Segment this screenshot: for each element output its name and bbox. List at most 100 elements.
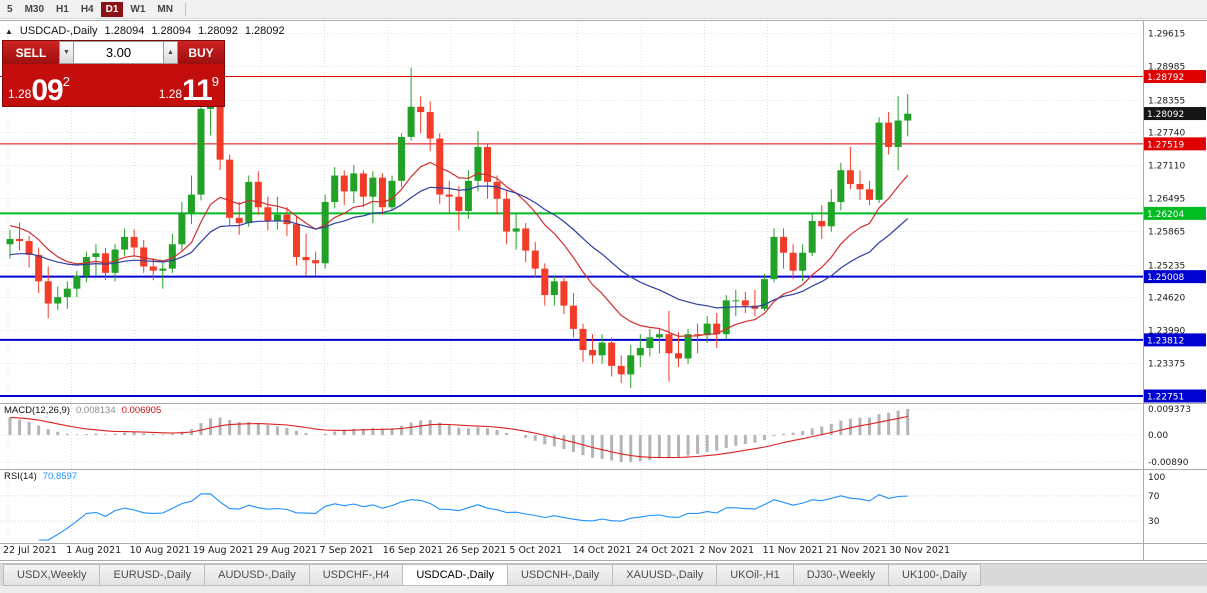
buy-price-big: 11	[182, 74, 213, 107]
candle-body-down	[665, 334, 673, 354]
candle-body-down	[378, 177, 386, 208]
candle-body-down	[44, 281, 52, 304]
candle-body-up	[550, 281, 558, 296]
rsi-axis-label: 30	[1148, 517, 1160, 527]
chart-tab-ukoil[interactable]: UKOil-,H1	[717, 564, 794, 586]
candle-body-down	[254, 181, 262, 208]
buy-button[interactable]: BUY	[178, 41, 224, 64]
candle-body-up	[159, 268, 167, 271]
candle-body-down	[283, 214, 291, 225]
candle-body-up	[245, 181, 253, 224]
x-axis-label: 26 Sep 2021	[446, 545, 506, 556]
ma-slow-line	[9, 185, 909, 309]
x-axis-label: 30 Nov 2021	[889, 545, 950, 556]
sell-price-pip: 2	[62, 74, 70, 89]
candle-body-down	[340, 175, 348, 192]
candle-body-down	[560, 281, 568, 306]
x-axis-label: 19 Aug 2021	[193, 545, 254, 556]
candle-body-up	[273, 214, 281, 222]
rsi-axis-label: 70	[1148, 492, 1160, 502]
candle-body-down	[866, 189, 873, 200]
candle-body-down	[617, 365, 625, 375]
candle-body-down	[579, 328, 587, 351]
timeframe-button-w1[interactable]: W1	[130, 3, 146, 15]
sell-price[interactable]: 1.28 09 2	[8, 74, 70, 106]
buy-price-pip: 9	[211, 74, 219, 89]
chart-marker-icon: ▲	[5, 26, 13, 36]
macd-signal-line	[9, 415, 908, 459]
macd-indicator-label: MACD(12,26,9) 0.008134 0.006905	[4, 405, 161, 416]
candle-body-up	[512, 228, 520, 232]
candle-body-down	[25, 241, 33, 255]
y-axis-tick: 1.25235	[1148, 262, 1185, 272]
candle-body-down	[493, 181, 501, 199]
chart-tab-audusd[interactable]: AUDUSD-,Daily	[205, 564, 310, 586]
candle-body-up	[598, 342, 606, 356]
timeframe-button-5[interactable]: 5	[7, 3, 13, 15]
timeframe-button-m30[interactable]: M30	[24, 3, 45, 15]
chart-tab-usdcad[interactable]: USDCAD-,Daily	[403, 564, 508, 586]
candle-body-up	[54, 297, 62, 304]
candle-body-up	[722, 300, 730, 335]
chart-tab-dj30[interactable]: DJ30-,Weekly	[793, 564, 890, 586]
candle-body-down	[522, 228, 530, 251]
candle-body-up	[168, 244, 176, 269]
candle-body-up	[655, 334, 663, 338]
y-axis-tick: 1.28355	[1148, 97, 1185, 107]
rsi-name: RSI(14)	[4, 471, 37, 482]
x-axis-label: 21 Nov 2021	[826, 545, 887, 556]
macd-axis-label: 0.00	[1148, 431, 1168, 441]
candle-body-down	[264, 207, 272, 222]
x-axis-label: 2 Nov 2021	[699, 545, 754, 556]
candle-body-up	[464, 180, 472, 211]
rsi-indicator-label: RSI(14) 70.8597	[4, 471, 77, 482]
price-tag-label: 1.28792	[1147, 73, 1184, 83]
candle-body-down	[503, 198, 511, 232]
timeframe-button-d1[interactable]: D1	[100, 1, 124, 17]
macd-axis-label: 0.009373	[1148, 405, 1191, 415]
candle-body-down	[359, 173, 367, 197]
chart-tab-usdcnh[interactable]: USDCNH-,Daily	[507, 564, 614, 586]
chart-tab-xauusd[interactable]: XAUUSD-,Daily	[613, 564, 718, 586]
volume-up-icon: ▲	[167, 49, 174, 56]
price-tag-label: 1.26204	[1147, 210, 1184, 220]
volume-decrease-button[interactable]: ▼	[59, 41, 74, 64]
candle-body-down	[426, 112, 434, 139]
volume-increase-button[interactable]: ▲	[163, 41, 178, 64]
timeframe-toolbar: 5 M30 H1 H4 D1 W1 MN	[0, 0, 1207, 19]
candle-body-up	[63, 288, 71, 298]
candle-body-down	[713, 323, 721, 335]
candle-body-down	[589, 350, 597, 356]
price-tag-label: 1.25008	[1147, 273, 1184, 283]
candle-body-up	[187, 194, 195, 213]
x-axis-label: 14 Oct 2021	[573, 545, 632, 556]
y-axis-tick: 1.28985	[1148, 63, 1185, 73]
sell-button[interactable]: SELL	[3, 41, 59, 64]
candle-body-up	[207, 106, 215, 109]
candle-body-up	[703, 323, 711, 336]
price-tag	[1144, 333, 1206, 347]
candle-body-down	[130, 236, 138, 248]
candle-body-down	[541, 268, 549, 296]
candle-body-down	[694, 334, 702, 336]
candle-body-down	[16, 238, 24, 242]
candle-body-down	[846, 170, 854, 184]
timeframe-button-h1[interactable]: H1	[56, 3, 69, 15]
rsi-line	[38, 493, 908, 541]
rsi-value: 70.8597	[42, 471, 78, 482]
chart-tab-usdchf[interactable]: USDCHF-,H4	[309, 564, 404, 586]
chart-tab-uk100[interactable]: UK100-,Daily	[889, 564, 981, 586]
price-tag	[1144, 107, 1206, 121]
timeframe-button-h4[interactable]: H4	[80, 3, 94, 15]
timeframe-button-mn[interactable]: MN	[157, 3, 173, 15]
chart-tab-eurusd[interactable]: EURUSD-,Daily	[100, 564, 206, 586]
y-axis-tick: 1.23990	[1148, 327, 1185, 337]
buy-price[interactable]: 1.28 11 9	[159, 74, 219, 107]
volume-input[interactable]	[74, 41, 163, 64]
candle-body-up	[636, 347, 644, 356]
x-axis-label: 10 Aug 2021	[130, 545, 191, 556]
macd-axis-label: -0.00890	[1148, 458, 1189, 468]
chart-tab-usdx[interactable]: USDX,Weekly	[3, 564, 101, 586]
